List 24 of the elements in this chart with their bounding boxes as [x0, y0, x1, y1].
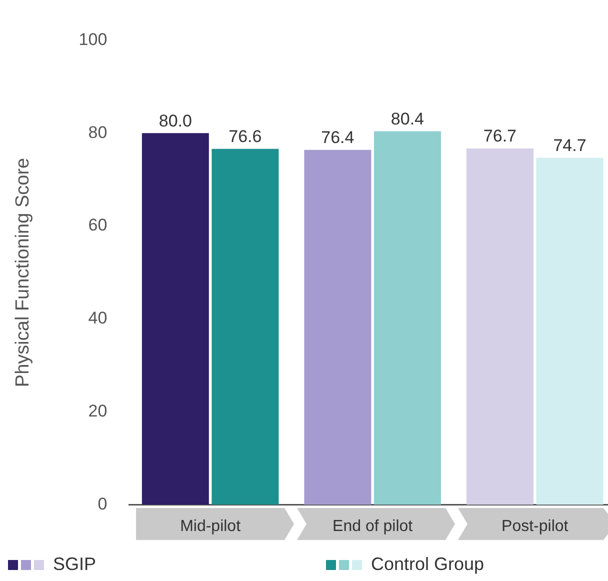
bar	[304, 150, 372, 505]
bar	[536, 158, 604, 505]
data-label: 74.7	[553, 136, 586, 155]
y-tick-label: 100	[78, 30, 108, 49]
y-tick-label: 80	[88, 122, 108, 142]
data-label: 76.6	[228, 127, 262, 146]
x-tick-label: Mid-pilot	[180, 518, 242, 535]
legend-label: SGIP	[53, 554, 96, 575]
data-label: 76.4	[321, 128, 354, 148]
data-label: 80.4	[390, 109, 424, 128]
x-tick-label: End of pilot	[332, 518, 414, 535]
bar	[466, 148, 534, 505]
y-tick-label: 60	[88, 216, 108, 235]
y-tick-label: 40	[88, 308, 108, 328]
bar	[374, 131, 441, 505]
bar	[142, 133, 209, 505]
data-label: 80.0	[158, 111, 192, 130]
y-tick-label: 20	[88, 402, 108, 421]
y-axis-title: Physical Functioning Score	[12, 158, 34, 388]
data-label: 76.7	[483, 126, 517, 146]
bar	[212, 148, 279, 505]
legend-label: Control Group	[371, 554, 484, 575]
x-tick-label: Post-pilot	[502, 518, 569, 535]
y-tick-label: 0	[98, 494, 108, 514]
